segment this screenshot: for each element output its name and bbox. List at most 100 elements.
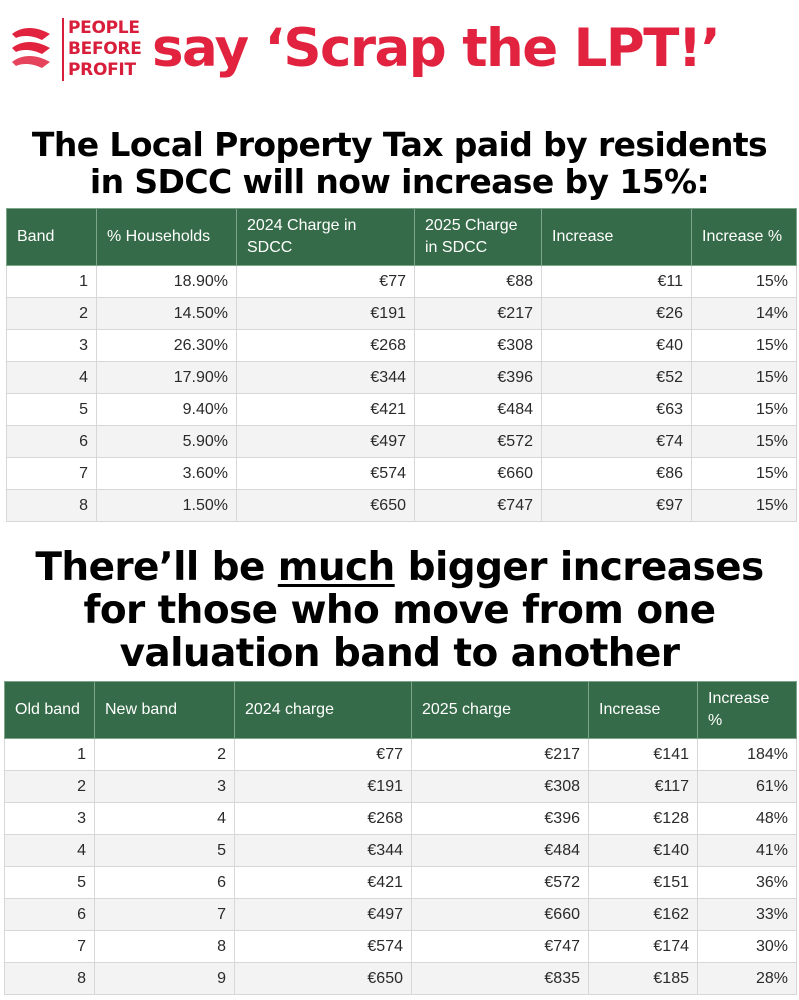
table-cell: 33% (697, 898, 797, 931)
table-cell: 15% (691, 265, 797, 298)
table-cell: €141 (588, 738, 698, 771)
table-row: 8 1.50% €650 €747 €97 15% (6, 489, 797, 522)
table-cell: €747 (411, 930, 589, 963)
table-cell: €74 (541, 425, 692, 458)
table-row: 1 18.90% €77 €88 €11 15% (6, 265, 797, 298)
table-cell: €117 (588, 770, 698, 803)
table-cell: 14% (691, 297, 797, 330)
table-cell: €268 (234, 802, 412, 835)
table-cell: €63 (541, 393, 692, 426)
table-cell: €497 (234, 898, 412, 931)
table-cell: 3.60% (96, 457, 237, 490)
table-cell: 15% (691, 361, 797, 394)
heading2-line3: valuation band to another (119, 631, 680, 676)
table-cell: 3 (94, 770, 235, 803)
arrow-logo-icon (12, 28, 50, 68)
table-cell: 7 (94, 898, 235, 931)
heading1-line2: in SDCC will now increase by 15%: (89, 162, 710, 201)
table-cell: 3 (6, 329, 97, 362)
table-cell: €128 (588, 802, 698, 835)
table-cell: 4 (94, 802, 235, 835)
table-cell: €308 (411, 770, 589, 803)
col-households: % Households (96, 208, 237, 266)
table-cell: 2 (94, 738, 235, 771)
table-row: 1 2 €77 €217 €141 184% (4, 738, 797, 771)
table-row: 5 6 €421 €572 €151 36% (4, 866, 797, 899)
col-band: Band (6, 208, 97, 266)
table-cell: €26 (541, 297, 692, 330)
table-cell: 7 (4, 930, 95, 963)
table-cell: 15% (691, 457, 797, 490)
table-cell: €162 (588, 898, 698, 931)
table-cell: 1 (4, 738, 95, 771)
table-cell: €40 (541, 329, 692, 362)
table-cell: 61% (697, 770, 797, 803)
table-row: 4 5 €344 €484 €140 41% (4, 834, 797, 867)
table-row: 6 7 €497 €660 €162 33% (4, 898, 797, 931)
table-cell: €217 (414, 297, 542, 330)
table-cell: 15% (691, 425, 797, 458)
slogan: say ‘Scrap the LPT!’ (152, 18, 721, 79)
table-cell: €574 (236, 457, 415, 490)
table-cell: 41% (697, 834, 797, 867)
logo-line-1: PEOPLE (68, 18, 140, 38)
table-cell: €174 (588, 930, 698, 963)
table-cell: 30% (697, 930, 797, 963)
logo-wordmark: PEOPLE BEFORE PROFIT (62, 18, 142, 81)
table-cell: €650 (236, 489, 415, 522)
lpt-increase-table: Band % Households 2024 Charge in SDCC 20… (6, 208, 797, 522)
header: PEOPLE BEFORE PROFIT say ‘Scrap the LPT!… (0, 0, 799, 96)
table-row: 8 9 €650 €835 €185 28% (4, 962, 797, 995)
col-increase-pct: Increase % (697, 681, 797, 739)
table-cell: 6 (6, 425, 97, 458)
table-cell: 5 (4, 866, 95, 899)
col-increase: Increase (588, 681, 698, 739)
heading2-line1-pre: There’ll be (35, 545, 278, 590)
table-cell: €747 (414, 489, 542, 522)
col-2024-charge: 2024 charge (234, 681, 412, 739)
table-row: 7 3.60% €574 €660 €86 15% (6, 457, 797, 490)
table-cell: €497 (236, 425, 415, 458)
table-cell: €572 (411, 866, 589, 899)
table-cell: €421 (236, 393, 415, 426)
table-cell: 6 (4, 898, 95, 931)
table-cell: 18.90% (96, 265, 237, 298)
table-row: 3 26.30% €268 €308 €40 15% (6, 329, 797, 362)
table-cell: €484 (411, 834, 589, 867)
logo-line-2: BEFORE (68, 39, 142, 59)
col-new-band: New band (94, 681, 235, 739)
table-cell: €191 (234, 770, 412, 803)
table-cell: €191 (236, 297, 415, 330)
table-cell: 4 (4, 834, 95, 867)
table-cell: €484 (414, 393, 542, 426)
table-cell: €185 (588, 962, 698, 995)
table-cell: €77 (236, 265, 415, 298)
table-cell: €396 (414, 361, 542, 394)
table-cell: 2 (6, 297, 97, 330)
heading2-line1-post: bigger increases (394, 545, 765, 590)
table-cell: €344 (234, 834, 412, 867)
table-cell: 6 (94, 866, 235, 899)
table-cell: 9.40% (96, 393, 237, 426)
heading1-line1: The Local Property Tax paid by residents (31, 125, 768, 164)
table-cell: 15% (691, 393, 797, 426)
table-cell: 48% (697, 802, 797, 835)
table-cell: 17.90% (96, 361, 237, 394)
table-cell: €660 (411, 898, 589, 931)
table-cell: €660 (414, 457, 542, 490)
table-cell: €421 (234, 866, 412, 899)
table-row: 3 4 €268 €396 €128 48% (4, 802, 797, 835)
party-logo: PEOPLE BEFORE PROFIT (10, 18, 146, 82)
col-2024-charge: 2024 Charge in SDCC (236, 208, 415, 266)
table-cell: 28% (697, 962, 797, 995)
table-cell: €572 (414, 425, 542, 458)
table-header-row: Band % Households 2024 Charge in SDCC 20… (6, 208, 797, 266)
col-increase: Increase (541, 208, 692, 266)
table-cell: 9 (94, 962, 235, 995)
table-row: 5 9.40% €421 €484 €63 15% (6, 393, 797, 426)
table-cell: €650 (234, 962, 412, 995)
table-cell: 5 (94, 834, 235, 867)
logo-line-3: PROFIT (68, 60, 136, 80)
heading2-line1: There’ll be much bigger increases (0, 546, 799, 589)
table-cell: €217 (411, 738, 589, 771)
